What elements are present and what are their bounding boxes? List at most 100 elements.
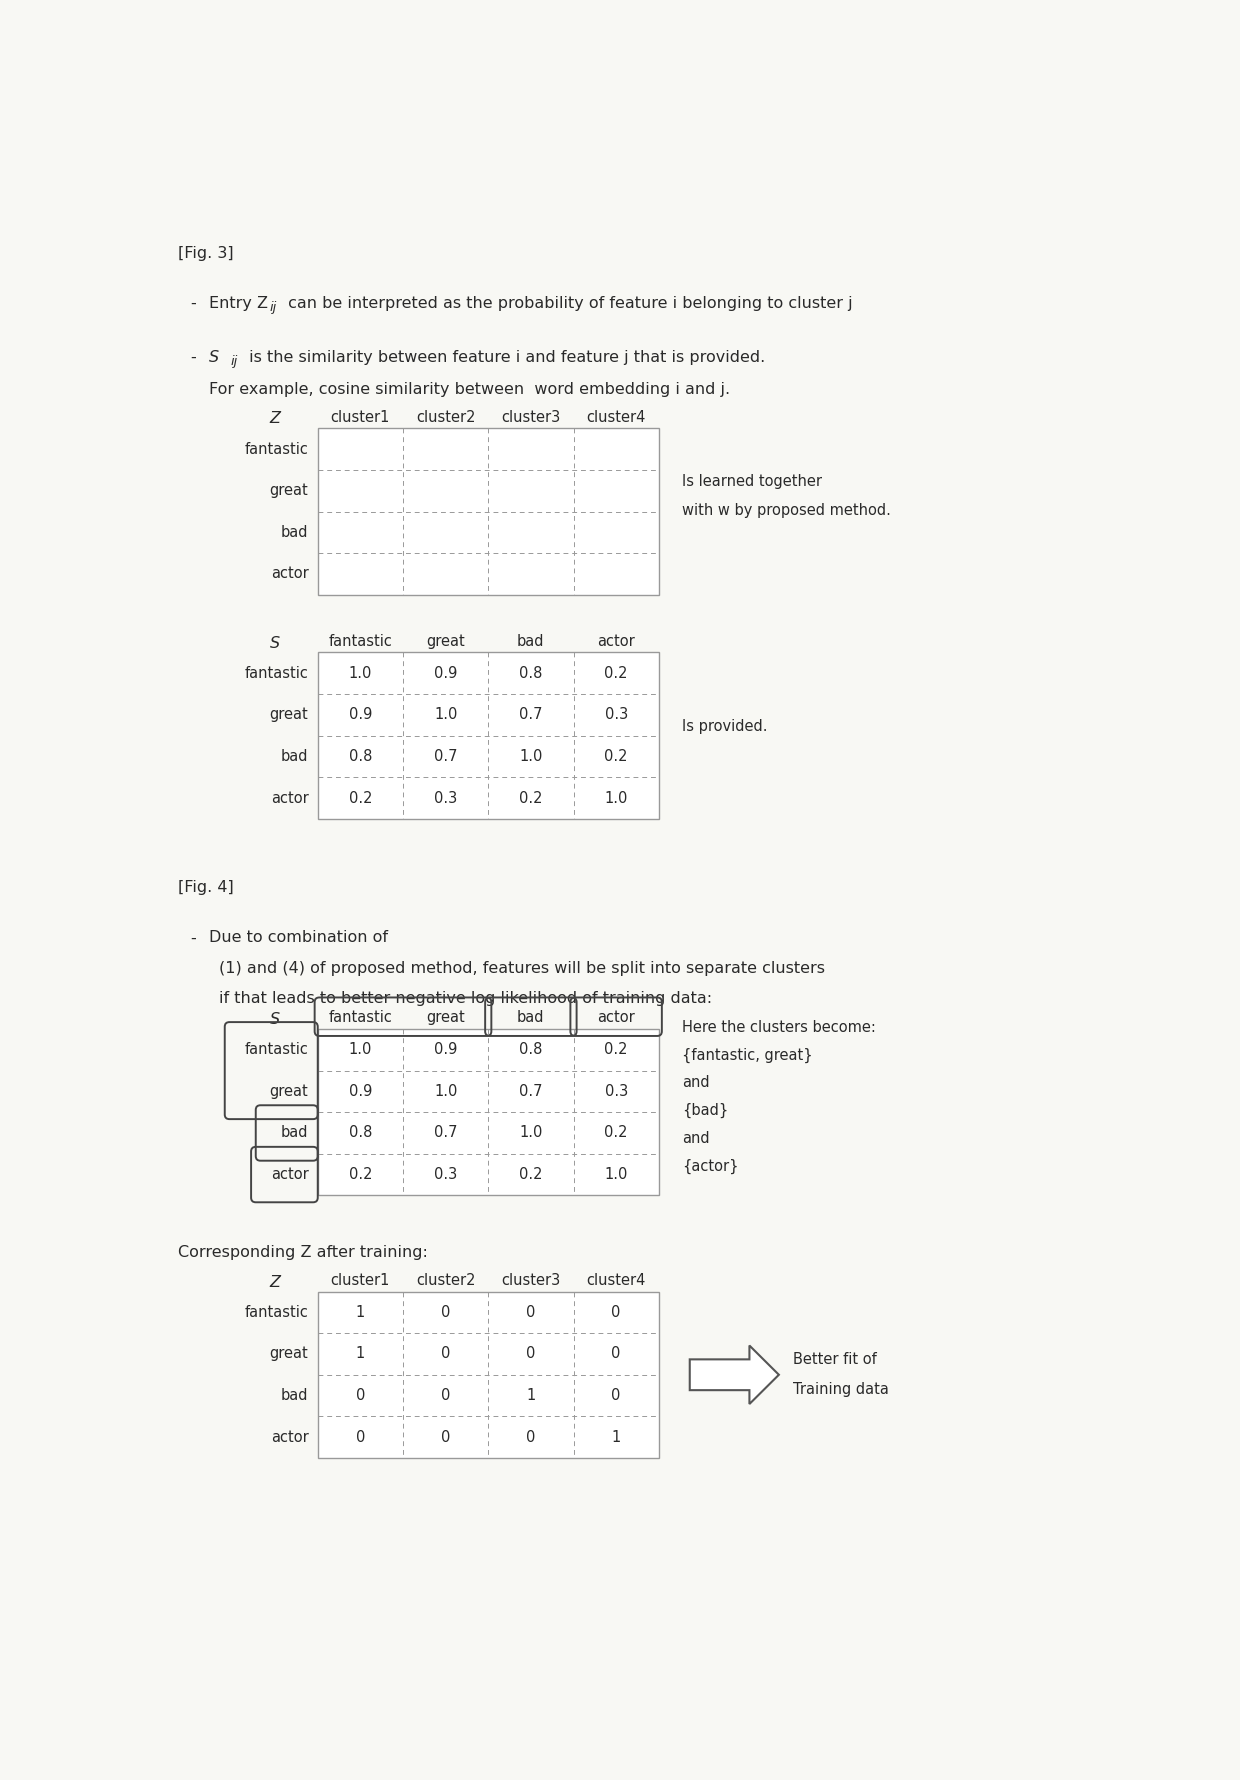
Text: 0.2: 0.2 xyxy=(520,790,543,806)
Text: 0.9: 0.9 xyxy=(348,707,372,723)
Text: fantastic: fantastic xyxy=(244,666,309,680)
Text: if that leads to better negative log likelihood of training data:: if that leads to better negative log lik… xyxy=(218,990,712,1006)
Text: 1.0: 1.0 xyxy=(348,666,372,680)
Text: ij: ij xyxy=(269,301,277,315)
Text: fantastic: fantastic xyxy=(244,1043,309,1057)
Text: 0.7: 0.7 xyxy=(434,749,458,764)
Text: actor: actor xyxy=(270,566,309,582)
Text: Z: Z xyxy=(269,411,280,427)
Text: 1.0: 1.0 xyxy=(520,1125,543,1141)
Text: 0.2: 0.2 xyxy=(348,1168,372,1182)
Text: 0.7: 0.7 xyxy=(520,707,543,723)
Text: 0.3: 0.3 xyxy=(605,1084,627,1098)
Text: 0.8: 0.8 xyxy=(520,1043,543,1057)
Bar xyxy=(317,653,658,819)
Text: is the similarity between feature i and feature j that is provided.: is the similarity between feature i and … xyxy=(244,351,765,365)
Text: cluster4: cluster4 xyxy=(587,1273,646,1287)
Text: 0.8: 0.8 xyxy=(348,1125,372,1141)
Text: Is provided.: Is provided. xyxy=(682,719,768,733)
Text: bad: bad xyxy=(281,749,309,764)
Text: -: - xyxy=(190,931,196,945)
Text: cluster1: cluster1 xyxy=(331,409,391,425)
Text: 1.0: 1.0 xyxy=(604,1168,627,1182)
Text: cluster3: cluster3 xyxy=(501,1273,560,1287)
Text: with w by proposed method.: with w by proposed method. xyxy=(682,504,890,518)
Text: cluster4: cluster4 xyxy=(587,409,646,425)
Text: bad: bad xyxy=(281,1125,309,1141)
Text: actor: actor xyxy=(598,634,635,648)
Text: 0.3: 0.3 xyxy=(605,707,627,723)
Text: actor: actor xyxy=(598,1011,635,1025)
Text: actor: actor xyxy=(270,1168,309,1182)
Text: 0.8: 0.8 xyxy=(520,666,543,680)
Text: 0.7: 0.7 xyxy=(520,1084,543,1098)
Text: 0.2: 0.2 xyxy=(604,1043,627,1057)
Text: 0: 0 xyxy=(526,1305,536,1321)
Text: 1: 1 xyxy=(356,1305,365,1321)
Text: can be interpreted as the probability of feature i belonging to cluster j: can be interpreted as the probability of… xyxy=(283,295,853,312)
Text: 0: 0 xyxy=(356,1429,365,1445)
Text: 0.3: 0.3 xyxy=(434,790,458,806)
Text: 0.2: 0.2 xyxy=(348,790,372,806)
Text: cluster2: cluster2 xyxy=(415,1273,475,1287)
Text: Z: Z xyxy=(269,1274,280,1290)
Text: {bad}: {bad} xyxy=(682,1104,728,1118)
Text: 0: 0 xyxy=(611,1388,621,1403)
Text: great: great xyxy=(270,484,309,498)
Text: (1) and (4) of proposed method, features will be split into separate clusters: (1) and (4) of proposed method, features… xyxy=(218,961,825,975)
Text: 0.8: 0.8 xyxy=(348,749,372,764)
Text: 1.0: 1.0 xyxy=(520,749,543,764)
Text: 0: 0 xyxy=(441,1429,450,1445)
Text: -: - xyxy=(190,351,196,365)
Text: bad: bad xyxy=(517,1011,544,1025)
Text: Due to combination of: Due to combination of xyxy=(210,931,388,945)
Text: 0.9: 0.9 xyxy=(434,666,458,680)
Text: -: - xyxy=(190,295,196,312)
Text: great: great xyxy=(427,1011,465,1025)
Bar xyxy=(317,1029,658,1196)
Text: 0: 0 xyxy=(441,1346,450,1362)
Text: S: S xyxy=(270,635,280,650)
Text: fantastic: fantastic xyxy=(329,1011,392,1025)
Text: 1.0: 1.0 xyxy=(348,1043,372,1057)
Text: great: great xyxy=(270,1346,309,1362)
Polygon shape xyxy=(689,1346,779,1404)
Text: 0: 0 xyxy=(441,1305,450,1321)
Text: great: great xyxy=(270,1084,309,1098)
Text: bad: bad xyxy=(517,634,544,648)
Text: 1: 1 xyxy=(611,1429,621,1445)
Text: cluster3: cluster3 xyxy=(501,409,560,425)
Text: actor: actor xyxy=(270,790,309,806)
Text: and: and xyxy=(682,1075,709,1089)
Text: 1.0: 1.0 xyxy=(434,707,458,723)
Text: 0.3: 0.3 xyxy=(434,1168,458,1182)
Text: 0: 0 xyxy=(356,1388,365,1403)
Text: cluster1: cluster1 xyxy=(331,1273,391,1287)
Text: 0: 0 xyxy=(526,1346,536,1362)
Text: Entry Z: Entry Z xyxy=(210,295,268,312)
Text: 1: 1 xyxy=(356,1346,365,1362)
Text: great: great xyxy=(427,634,465,648)
Text: and: and xyxy=(682,1130,709,1146)
Text: 0.2: 0.2 xyxy=(604,749,627,764)
Text: Here the clusters become:: Here the clusters become: xyxy=(682,1020,875,1034)
Bar xyxy=(317,429,658,595)
Text: fantastic: fantastic xyxy=(244,441,309,457)
Text: S: S xyxy=(210,351,219,365)
Text: 1.0: 1.0 xyxy=(604,790,627,806)
Text: Training data: Training data xyxy=(792,1383,889,1397)
Text: cluster2: cluster2 xyxy=(415,409,475,425)
Text: 0: 0 xyxy=(611,1346,621,1362)
Text: 0.9: 0.9 xyxy=(348,1084,372,1098)
Text: ij: ij xyxy=(231,356,237,368)
Text: fantastic: fantastic xyxy=(329,634,392,648)
Text: Is learned together: Is learned together xyxy=(682,473,822,490)
Text: S: S xyxy=(270,1013,280,1027)
Text: Better fit of: Better fit of xyxy=(792,1353,877,1367)
Text: 1: 1 xyxy=(526,1388,536,1403)
Text: 0: 0 xyxy=(611,1305,621,1321)
Text: bad: bad xyxy=(281,1388,309,1403)
Text: [Fig. 4]: [Fig. 4] xyxy=(179,881,234,895)
Text: 0: 0 xyxy=(526,1429,536,1445)
Text: actor: actor xyxy=(270,1429,309,1445)
